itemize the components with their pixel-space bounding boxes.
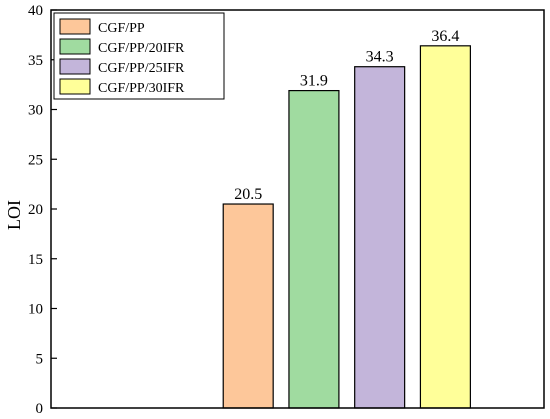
y-tick-label: 10 (28, 302, 43, 318)
legend-swatch (59, 58, 91, 75)
legend-swatch (59, 18, 91, 35)
y-axis-ticks: 0 5 10 15 20 25 30 35 40 (28, 3, 57, 417)
legend-label: CGF/PP (98, 21, 145, 36)
bar-value-label: 20.5 (234, 186, 262, 203)
y-tick-label: 20 (28, 202, 43, 218)
bar (288, 89, 340, 409)
legend-label: CGF/PP/25IFR (98, 61, 185, 76)
data-labels: 20.5 31.9 34.3 36.4 (234, 28, 459, 203)
bar-value-label: 34.3 (366, 49, 394, 66)
y-tick-label: 25 (28, 152, 43, 168)
legend-label: CGF/PP/20IFR (98, 41, 185, 56)
plot-frame (50, 9, 545, 409)
bar (419, 45, 471, 409)
y-tick-label: 35 (28, 53, 43, 69)
bar (222, 203, 274, 409)
y-tick-label: 30 (28, 103, 43, 119)
legend: CGF/PP CGF/PP/20IFR CGF/PP/25IFR CGF/PP/30I… (53, 12, 225, 100)
y-tick-label: 5 (36, 351, 44, 367)
bars (222, 45, 471, 409)
y-axis-label: LOI (4, 200, 24, 230)
legend-label: CGF/PP/30IFR (98, 81, 185, 96)
bar-value-label: 31.9 (300, 73, 328, 90)
legend-swatch (59, 78, 91, 95)
legend-swatch (59, 38, 91, 55)
bar (354, 66, 406, 409)
bar-value-label: 36.4 (431, 28, 459, 45)
y-tick-label: 15 (28, 252, 43, 268)
y-tick-label: 0 (36, 401, 44, 417)
y-tick-label: 40 (28, 3, 43, 19)
